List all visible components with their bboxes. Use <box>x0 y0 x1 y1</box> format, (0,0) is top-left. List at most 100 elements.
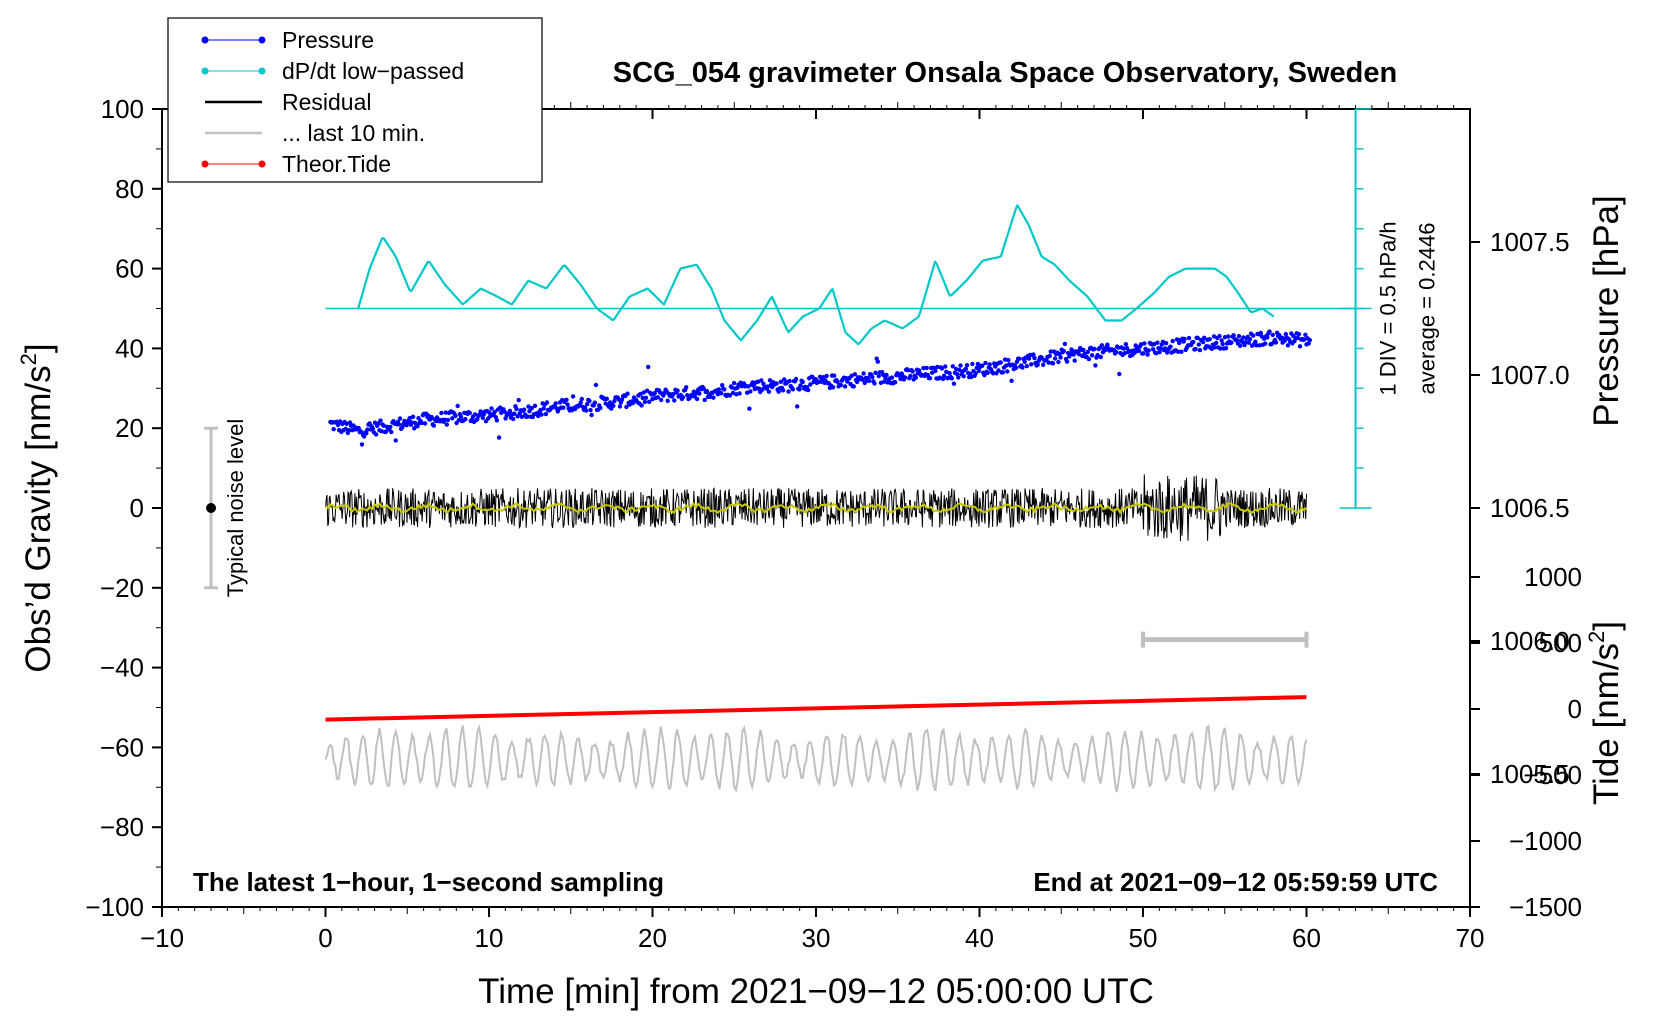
pressure-point <box>638 391 643 397</box>
y-tick-label-tide: −1500 <box>1509 892 1582 922</box>
y-tick-label-gravity: 100 <box>101 94 144 124</box>
pressure-point <box>487 410 492 415</box>
pressure-point <box>611 403 616 408</box>
pressure-point <box>443 410 448 415</box>
pressure-point <box>875 359 880 364</box>
pressure-point <box>798 383 803 388</box>
pressure-point <box>587 398 592 404</box>
pressure-point <box>998 360 1003 365</box>
pressure-point <box>588 407 593 413</box>
pressure-point <box>930 370 935 375</box>
pressure-point <box>1251 333 1256 338</box>
y-tick-label-pressure: 1006.0 <box>1490 626 1570 656</box>
pressure-point <box>1283 332 1289 337</box>
pressure-point <box>489 406 494 411</box>
pressure-point <box>876 373 881 379</box>
y-tick-label-gravity: 60 <box>115 254 144 284</box>
y-axis-label-tide-text: Tide [nm/s <box>1587 643 1626 805</box>
y-tick-label-tide: −500 <box>1523 760 1582 790</box>
pressure-point <box>1046 360 1051 365</box>
pressure-point <box>525 414 530 419</box>
pressure-point <box>1072 358 1077 363</box>
pressure-point <box>1209 346 1215 351</box>
y-axis-label-tide: Tide [nm/s2] <box>1584 621 1626 805</box>
y-tick-label-gravity: 0 <box>130 493 144 523</box>
pressure-point <box>730 390 736 396</box>
pressure-point <box>361 434 367 439</box>
pressure-point <box>646 364 651 370</box>
pressure-point <box>625 391 630 396</box>
pressure-point <box>1258 330 1264 336</box>
pressure-point <box>655 395 661 400</box>
pressure-point <box>624 404 629 410</box>
pressure-point <box>536 413 541 419</box>
pressure-point <box>776 389 781 394</box>
pressure-point <box>1257 343 1262 348</box>
pressure-point <box>711 395 716 400</box>
pressure-point <box>644 388 650 393</box>
pressure-point <box>1062 341 1068 347</box>
pressure-point <box>1240 339 1245 345</box>
pressure-point <box>467 410 472 416</box>
x-tick-label: 10 <box>475 923 504 953</box>
pressure-point <box>778 379 784 384</box>
pressure-point <box>356 425 361 431</box>
pressure-point <box>881 372 886 377</box>
pressure-point <box>680 395 686 400</box>
pressure-point <box>797 387 802 392</box>
pressure-point <box>1226 334 1231 339</box>
pressure-point <box>650 396 655 402</box>
legend: Pressure dP/dt low−passed Residual ... last… <box>167 17 543 183</box>
pressure-point <box>565 402 570 407</box>
pressure-point <box>1241 335 1246 340</box>
series-last-10-min <box>324 723 1308 793</box>
pressure-point <box>397 416 403 421</box>
pressure-point <box>1070 349 1075 354</box>
pressure-point <box>370 426 375 431</box>
pressure-point <box>1223 346 1229 351</box>
pressure-point <box>956 375 961 380</box>
pressure-point <box>1085 349 1091 355</box>
pressure-point <box>983 360 988 366</box>
pressure-point <box>1267 329 1272 334</box>
pressure-point <box>514 406 519 412</box>
y-tick-label-pressure: 1005.5 <box>1490 759 1570 789</box>
pressure-point <box>1041 362 1046 367</box>
pressure-point <box>331 427 336 432</box>
pressure-point <box>1263 341 1268 346</box>
pressure-point <box>365 427 370 432</box>
y-axis-label-tide-end: ] <box>1587 621 1626 631</box>
pressure-point <box>1265 335 1270 340</box>
pressure-point <box>521 407 527 412</box>
pressure-point <box>953 366 959 372</box>
pressure-point <box>1048 349 1054 354</box>
annotation-sampling: The latest 1−hour, 1−second sampling <box>193 867 664 897</box>
pressure-point <box>718 391 724 396</box>
pressure-point <box>790 387 796 392</box>
pressure-point <box>372 420 378 425</box>
pressure-point <box>675 388 680 393</box>
pressure-point <box>1270 332 1276 338</box>
noise-bar-center <box>206 503 217 513</box>
pressure-point <box>1029 362 1034 367</box>
y-tick-label-gravity: 40 <box>115 333 144 363</box>
pressure-point <box>494 418 500 423</box>
pressure-point <box>1064 359 1070 364</box>
pressure-point <box>1157 349 1162 355</box>
pressure-point <box>910 369 915 374</box>
pressure-point <box>697 391 702 396</box>
pressure-point <box>1145 352 1150 357</box>
pressure-point <box>767 378 773 383</box>
pressure-point <box>335 422 341 428</box>
pressure-point <box>943 364 948 369</box>
pressure-point <box>480 415 485 420</box>
pressure-point <box>1138 342 1144 347</box>
pressure-point <box>1020 365 1025 370</box>
pressure-point <box>589 412 594 418</box>
pressure-point <box>985 370 990 375</box>
pressure-point <box>808 382 813 387</box>
pressure-point <box>987 362 992 367</box>
pressure-point <box>1236 334 1242 339</box>
pressure-point <box>442 417 447 422</box>
pressure-point <box>1175 349 1181 354</box>
